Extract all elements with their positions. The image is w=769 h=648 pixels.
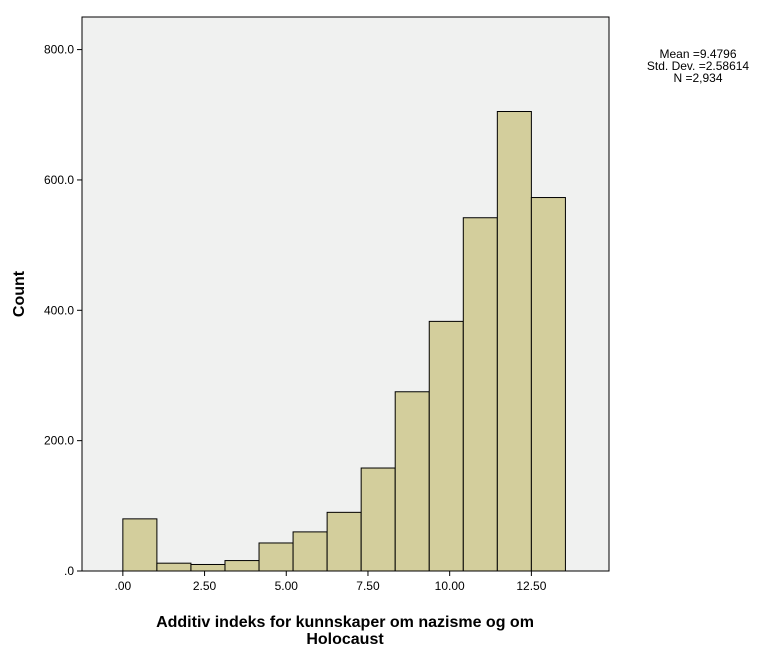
histogram-bar: [156, 562, 192, 572]
y-axis-title: Count: [11, 270, 28, 317]
stats-box: Mean =9.4796 Std. Dev. =2.58614 N =2,934: [628, 48, 768, 84]
stats-n: N =2,934: [673, 71, 723, 85]
stats-std-dev: Std. Dev. =2.58614: [646, 59, 750, 73]
x-tick-label: 5.00: [275, 579, 299, 593]
histogram-bar: [258, 542, 294, 572]
histogram-bar: [292, 531, 328, 572]
histogram-bar: [530, 197, 566, 572]
histogram-bar: [122, 518, 158, 572]
x-tick-label: .00: [115, 579, 132, 593]
y-tick-label: .0: [64, 564, 74, 578]
histogram-bar: [496, 111, 532, 572]
histogram-bar: [428, 320, 464, 572]
x-tick-label: 7.50: [356, 579, 380, 593]
histogram-bar: [462, 217, 498, 572]
stats-mean: Mean =9.4796: [659, 47, 737, 61]
histogram-bar: [394, 391, 430, 572]
x-tick-label: 12.50: [516, 579, 546, 593]
histogram-bar: [360, 467, 396, 572]
bars-group: [122, 111, 566, 572]
x-axis-title-line-2: Holocaust: [306, 631, 384, 648]
histogram-bar: [224, 560, 260, 572]
y-tick-label: 800.0: [44, 43, 74, 57]
x-axis: .00 2.50 5.00 7.50 10.00 12.50: [115, 571, 547, 593]
y-tick-label: 600.0: [44, 173, 74, 187]
histogram-bar: [326, 511, 362, 572]
x-axis-title-line-1: Additiv indeks for kunnskaper om nazisme…: [156, 614, 534, 631]
x-tick-label: 10.00: [435, 579, 465, 593]
y-tick-label: 400.0: [44, 303, 74, 317]
y-tick-label: 200.0: [44, 434, 74, 448]
histogram-bar: [190, 563, 226, 572]
x-tick-label: 2.50: [193, 579, 217, 593]
y-axis: .0 200.0 400.0 600.0 800.0: [44, 43, 82, 578]
